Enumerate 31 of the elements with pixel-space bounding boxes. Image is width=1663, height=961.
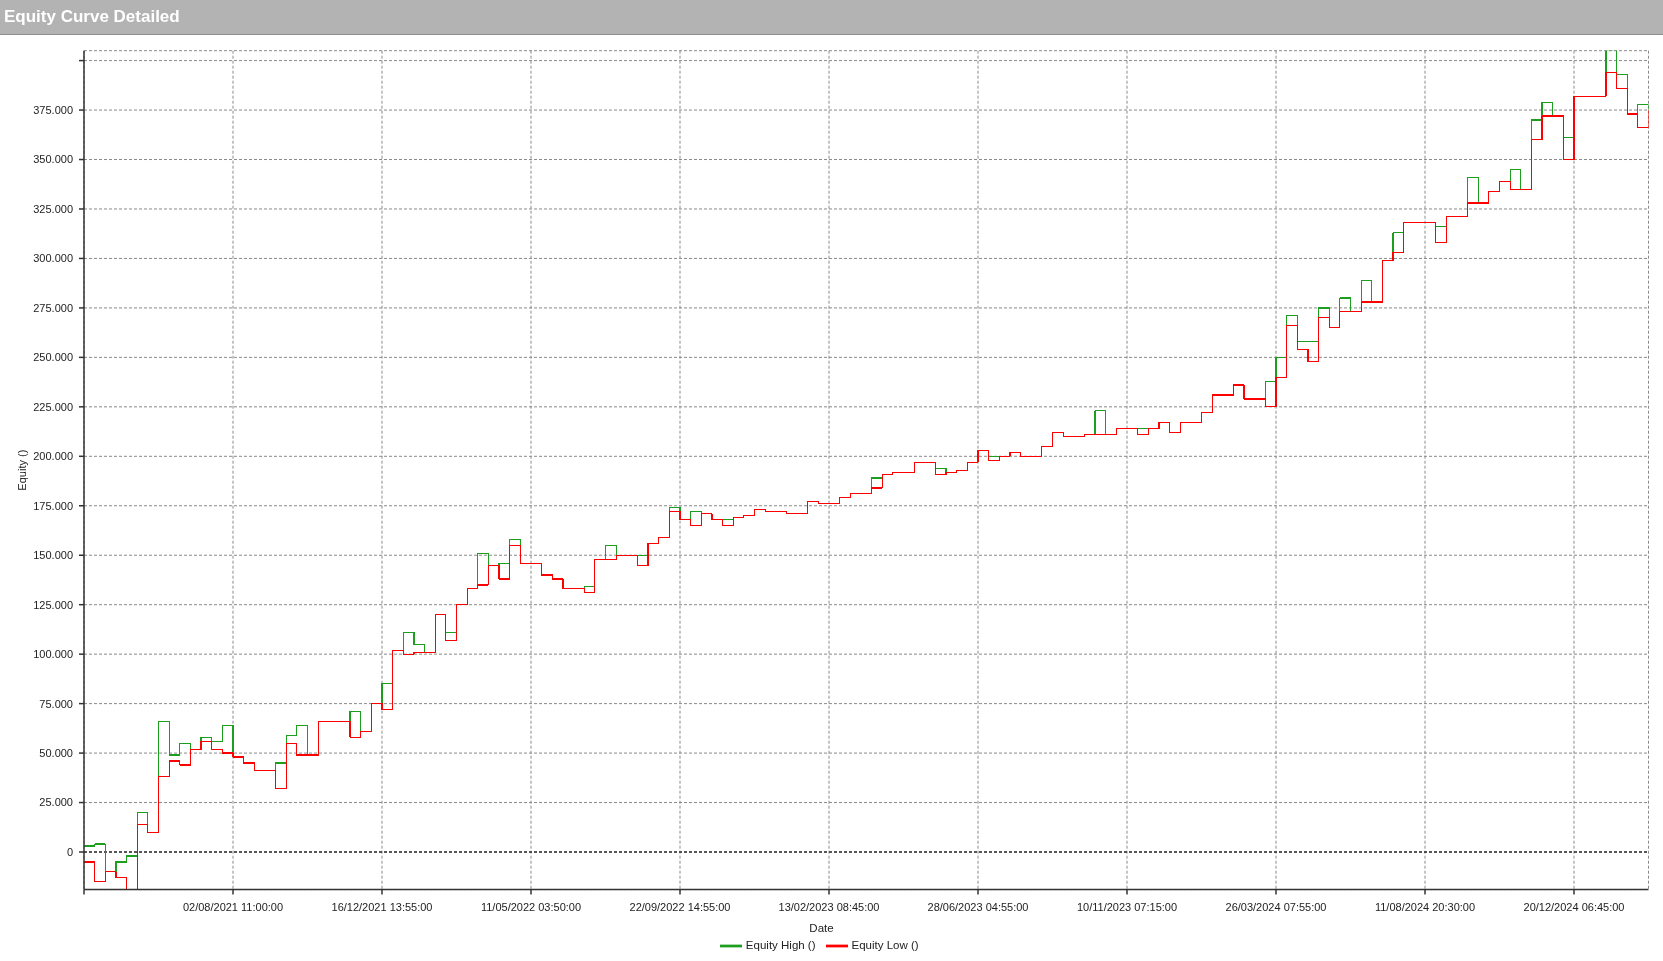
x-tick-label: 20/12/2024 06:45:00 [1523,901,1625,914]
y-tick-label: 200.000 [33,450,73,463]
x-tick-label: 28/06/2023 04:55:00 [927,901,1029,914]
legend-label: Equity High () [745,939,816,952]
y-tick-label: 300.000 [33,252,73,265]
y-tick-label: 100.000 [33,648,73,661]
chart-title: Equity Curve Detailed [0,0,1663,35]
y-tick-label: 175.000 [33,499,73,512]
y-tick-label: 75.000 [39,697,73,710]
x-tick-label: 10/11/2023 07:15:00 [1076,901,1178,914]
y-axis-title: Equity () [16,449,28,491]
x-tick-label: 22/09/2022 14:55:00 [629,901,731,914]
y-tick-label: 50.000 [39,746,73,759]
y-tick-label: 150.000 [33,549,73,562]
y-tick-label: 25.000 [39,796,73,809]
y-tick-label: 275.000 [33,301,73,314]
x-tick-label: 13/02/2023 08:45:00 [778,901,880,914]
x-tick-label: 26/03/2024 07:55:00 [1225,901,1327,914]
x-tick-label: 16/12/2021 13:55:00 [331,901,433,914]
legend-label: Equity Low () [851,939,919,952]
y-tick-label: 350.000 [33,153,73,166]
x-tick-label: 02/08/2021 11:00:00 [182,901,284,914]
x-tick-label: 11/08/2024 20:30:00 [1374,901,1476,914]
y-tick-label: 0 [66,845,73,858]
y-tick-label: 375.000 [33,103,73,116]
y-tick-label: 325.000 [33,202,73,215]
y-tick-label: 125.000 [33,598,73,611]
y-tick-label: 250.000 [33,351,73,364]
x-tick-label: 11/05/2022 03:50:00 [480,901,582,914]
y-tick-label: 225.000 [33,400,73,413]
x-axis-title: Date [809,921,834,934]
